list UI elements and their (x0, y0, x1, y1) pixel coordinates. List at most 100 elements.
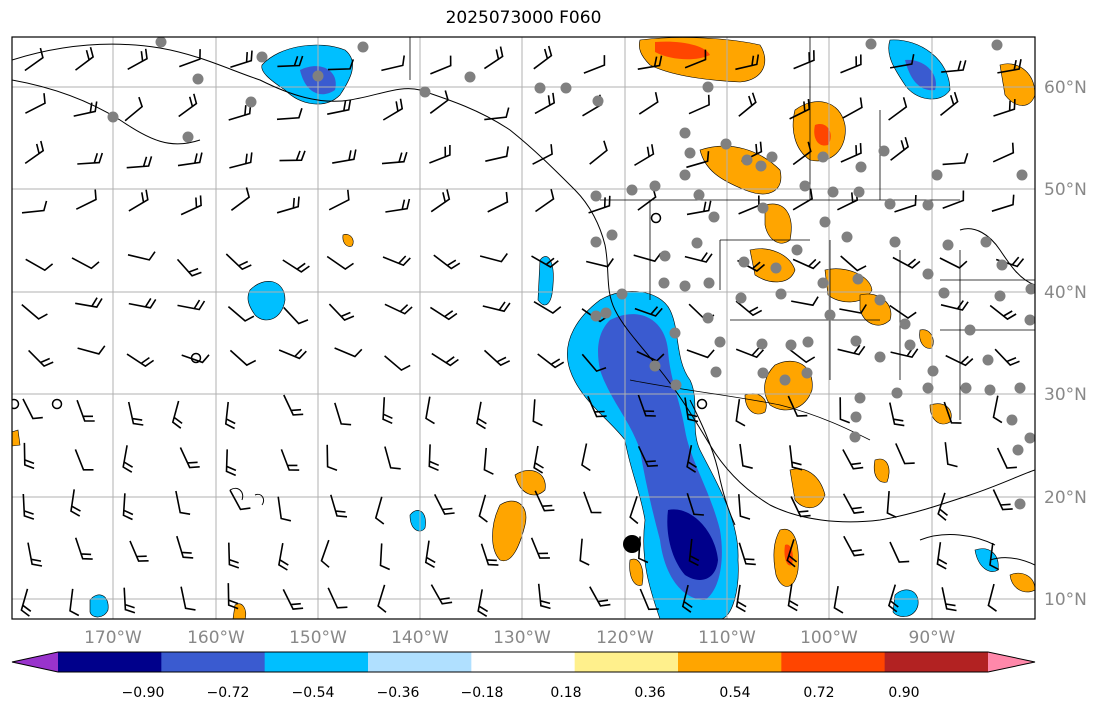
station-marker (874, 294, 886, 306)
wind-barb (122, 493, 134, 521)
wind-barb (738, 494, 751, 520)
station-marker (922, 268, 934, 280)
wind-barb (483, 46, 504, 70)
station-marker (817, 277, 829, 289)
wind-barb (936, 542, 948, 570)
station-marker (878, 145, 890, 157)
wind-barb (225, 253, 252, 271)
wind-barb (792, 188, 813, 211)
wind-barb (179, 447, 200, 469)
station-marker (904, 339, 916, 351)
wind-barb (686, 151, 710, 169)
station-marker (679, 127, 691, 139)
wind-barb (533, 445, 544, 474)
station-marker (720, 138, 732, 150)
wind-barb (425, 396, 435, 425)
wind-barb (637, 55, 663, 70)
colorbar-tick-label: 0.18 (550, 685, 581, 701)
wind-barb (684, 397, 699, 423)
wind-barb (77, 152, 104, 165)
station-marker (927, 365, 939, 377)
wind-barb (178, 93, 198, 118)
wind-barb (840, 255, 867, 272)
station-marker (827, 186, 839, 198)
wind-barb (945, 354, 974, 367)
colorbar-tick-label: −0.72 (207, 685, 250, 701)
station-marker (245, 96, 257, 108)
wind-barb (735, 398, 746, 427)
station-marker (984, 384, 996, 396)
wind-barb (20, 588, 32, 617)
wind-barb (277, 496, 292, 522)
wind-barb (587, 395, 607, 418)
station-marker (884, 198, 896, 210)
station-marker (658, 277, 670, 289)
station-marker (155, 37, 167, 48)
station-marker (849, 431, 861, 443)
lat-label: 60°N (1044, 78, 1087, 98)
wind-barb (126, 353, 155, 368)
station-marker (922, 199, 934, 211)
wind-barb (994, 348, 1020, 367)
wind-barbs (20, 45, 1025, 617)
wind-barb (128, 297, 157, 309)
station-marker (670, 379, 682, 391)
station-marker (703, 277, 715, 289)
wind-barb (283, 394, 304, 416)
station-marker (534, 82, 546, 94)
wind-barb (738, 92, 757, 117)
wind-barb (937, 492, 949, 521)
wind-barb (889, 304, 917, 319)
wind-barb (382, 255, 411, 267)
colorbar-tick-label: 0.36 (634, 685, 665, 701)
station-marker (649, 180, 661, 192)
wind-barb (230, 50, 253, 69)
calm-markers (12, 212, 708, 410)
wind-barb (793, 50, 815, 70)
wind-barb (433, 254, 461, 270)
wind-barb (531, 255, 559, 268)
wind-barb (943, 401, 962, 424)
wind-barb (686, 349, 715, 359)
station-marker (182, 131, 194, 143)
lat-label: 50°N (1044, 180, 1087, 200)
station-marker (600, 307, 612, 319)
station-marker (691, 237, 703, 249)
wind-barb (589, 140, 608, 165)
wind-barb (738, 542, 756, 566)
station-marker (865, 38, 877, 50)
station-marker (708, 211, 720, 223)
wind-barb (430, 55, 452, 75)
station-marker (1014, 498, 1026, 510)
wind-barb (229, 349, 257, 367)
wind-barb (124, 96, 144, 122)
wind-barb (76, 399, 95, 422)
station-marker (841, 231, 853, 243)
station-marker (757, 367, 769, 379)
lon-label: 100°W (800, 628, 858, 648)
wind-barb (992, 142, 1015, 163)
station-marker (791, 244, 803, 256)
wind-barb (681, 584, 693, 613)
map-title: 2025073000 F060 (445, 8, 602, 28)
wind-barb (377, 584, 387, 613)
wind-barb (788, 348, 816, 364)
station-marker (714, 336, 726, 348)
coastlines (12, 43, 1035, 566)
wind-barb (382, 397, 393, 425)
wind-barb (840, 54, 862, 74)
wind-barb (789, 445, 803, 471)
longitude-labels: 170°W 160°W 150°W 140°W 130°W 120°W 110°… (84, 628, 956, 648)
wind-barb (894, 194, 917, 213)
colorbar-tick-label: −0.18 (461, 685, 504, 701)
wind-barb (74, 537, 93, 560)
station-marker (991, 39, 1003, 51)
wind-barb (939, 257, 968, 269)
wind-barb (534, 92, 556, 115)
wind-barb (74, 449, 94, 471)
colorbar-segment (368, 652, 472, 672)
wind-barb (424, 540, 436, 568)
wind-barb (227, 305, 255, 322)
wind-barb (639, 588, 659, 611)
wind-barb (127, 48, 148, 71)
